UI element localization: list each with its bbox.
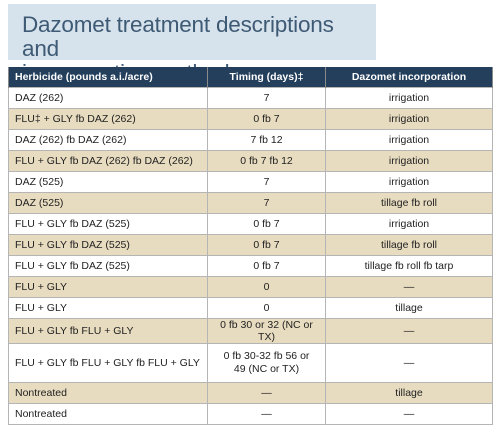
cell-herbicide: FLU + GLY fb FLU + GLY	[8, 318, 208, 344]
table-row: FLU‡ + GLY fb DAZ (262) 0 fb 7 irrigation	[8, 108, 493, 130]
cell-timing: 0	[207, 297, 326, 319]
cell-herbicide: DAZ (262)	[8, 87, 208, 109]
cell-herbicide: DAZ (262) fb DAZ (262)	[8, 129, 208, 151]
cell-herbicide: FLU + GLY fb DAZ (525)	[8, 255, 208, 277]
table-body: DAZ (262) 7 irrigation FLU‡ + GLY fb DAZ (2…	[8, 87, 493, 425]
cell-incorporation: irrigation	[325, 108, 493, 130]
cell-incorporation: irrigation	[325, 213, 493, 235]
cell-incorporation: —	[325, 343, 493, 383]
cell-incorporation: tillage	[325, 382, 493, 404]
cell-timing: 7	[207, 87, 326, 109]
table-header-row: Herbicide (pounds a.i./acre) Timing (day…	[8, 67, 493, 88]
cell-herbicide: Nontreated	[8, 403, 208, 425]
title-box: Dazomet treatment descriptions and incor…	[8, 4, 376, 85]
table-row: FLU + GLY fb DAZ (525) 0 fb 7 irrigation	[8, 213, 493, 235]
cell-timing: 7 fb 12	[207, 129, 326, 151]
header-incorporation: Dazomet incorporation	[325, 67, 493, 88]
table-row: FLU + GLY fb DAZ (525) 0 fb 7 tillage fb r…	[8, 234, 493, 256]
table-row: DAZ (525) 7 tillage fb roll	[8, 192, 493, 214]
cell-incorporation: tillage fb roll	[325, 234, 493, 256]
table-row: FLU + GLY fb FLU + GLY fb FLU + GLY 0 fb …	[8, 343, 493, 383]
cell-incorporation: tillage	[325, 297, 493, 319]
cell-incorporation: irrigation	[325, 129, 493, 151]
cell-timing: 0 fb 7	[207, 108, 326, 130]
cell-timing: 0 fb 7	[207, 234, 326, 256]
table-row: DAZ (525) 7 irrigation	[8, 171, 493, 193]
cell-timing: 0 fb 7 fb 12	[207, 150, 326, 172]
cell-timing: 7	[207, 192, 326, 214]
cell-herbicide: DAZ (525)	[8, 171, 208, 193]
cell-timing: 0 fb 7	[207, 213, 326, 235]
cell-timing: —	[207, 382, 326, 404]
cell-herbicide: FLU + GLY fb DAZ (525)	[8, 234, 208, 256]
cell-timing: 0 fb 30-32 fb 56 or 49 (NC or TX)	[207, 343, 326, 383]
cell-timing: 0	[207, 276, 326, 298]
cell-incorporation: —	[325, 276, 493, 298]
table-row: FLU + GLY 0 tillage	[8, 297, 493, 319]
cell-herbicide: FLU + GLY	[8, 276, 208, 298]
cell-incorporation: tillage fb roll	[325, 192, 493, 214]
cell-incorporation: irrigation	[325, 87, 493, 109]
cell-herbicide: DAZ (525)	[8, 192, 208, 214]
table-row: DAZ (262) fb DAZ (262) 7 fb 12 irrigation	[8, 129, 493, 151]
cell-herbicide: FLU + GLY	[8, 297, 208, 319]
cell-incorporation: irrigation	[325, 150, 493, 172]
cell-herbicide: FLU + GLY fb FLU + GLY fb FLU + GLY	[8, 343, 208, 383]
cell-timing: 0 fb 30 or 32 (NC or TX)	[207, 318, 326, 344]
table-row: Nontreated — —	[8, 403, 493, 425]
header-timing: Timing (days)‡	[207, 67, 326, 88]
treatment-table: Herbicide (pounds a.i./acre) Timing (day…	[8, 67, 493, 425]
header-herbicide: Herbicide (pounds a.i./acre)	[8, 67, 208, 88]
table-row: FLU + GLY fb DAZ (262) fb DAZ (262) 0 fb …	[8, 150, 493, 172]
cell-incorporation: tillage fb roll fb tarp	[325, 255, 493, 277]
cell-herbicide: FLU + GLY fb DAZ (262) fb DAZ (262)	[8, 150, 208, 172]
table-row: FLU + GLY fb FLU + GLY 0 fb 30 or 32 (NC …	[8, 318, 493, 344]
cell-incorporation: —	[325, 403, 493, 425]
cell-herbicide: Nontreated	[8, 382, 208, 404]
table-row: DAZ (262) 7 irrigation	[8, 87, 493, 109]
table-row: FLU + GLY fb DAZ (525) 0 fb 7 tillage fb r…	[8, 255, 493, 277]
cell-incorporation: irrigation	[325, 171, 493, 193]
cell-timing: 0 fb 7	[207, 255, 326, 277]
cell-incorporation: —	[325, 318, 493, 344]
cell-herbicide: FLU + GLY fb DAZ (525)	[8, 213, 208, 235]
table-row: Nontreated — tillage	[8, 382, 493, 404]
table-row: FLU + GLY 0—	[8, 276, 493, 298]
cell-timing: —	[207, 403, 326, 425]
cell-herbicide: FLU‡ + GLY fb DAZ (262)	[8, 108, 208, 130]
cell-timing: 7	[207, 171, 326, 193]
